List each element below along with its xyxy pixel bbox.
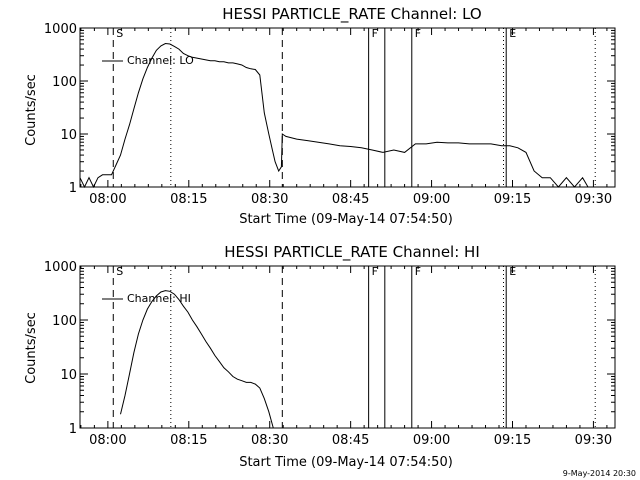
event-marker-label: F — [372, 27, 378, 40]
x-tick-label: 09:15 — [494, 433, 531, 448]
legend-label-lo: Channel: LO — [127, 54, 194, 67]
series-line — [79, 42, 589, 189]
event-marker-label: E — [509, 27, 516, 40]
x-tick-label: 09:15 — [494, 192, 531, 207]
x-tick-label: 09:30 — [575, 192, 612, 207]
x-tick-label: 08:00 — [89, 192, 126, 207]
x-tick-label: 08:15 — [170, 433, 207, 448]
plot-frame — [79, 27, 616, 188]
y-tick-label: 1000 — [44, 22, 77, 37]
x-axis-label-hi: Start Time (09-May-14 07:54:50) — [239, 455, 453, 470]
y-tick-label: 100 — [52, 75, 77, 90]
event-marker-label: S — [116, 265, 123, 278]
x-tick-label: 08:30 — [251, 433, 288, 448]
x-axis-label-lo: Start Time (09-May-14 07:54:50) — [239, 212, 453, 227]
x-tick-label: 08:15 — [170, 192, 207, 207]
event-marker-label: F — [372, 265, 378, 278]
y-tick-label: 1000 — [44, 260, 77, 275]
y-axis-label-lo: Counts/sec — [24, 74, 39, 146]
chart-title-lo: HESSI PARTICLE_RATE Channel: LO — [222, 5, 481, 24]
event-marker-label: E — [509, 265, 516, 278]
event-marker-label: F — [415, 265, 421, 278]
y-tick-label: 100 — [52, 314, 77, 329]
x-tick-label: 09:00 — [413, 433, 450, 448]
chart-title-hi: HESSI PARTICLE_RATE Channel: HI — [224, 243, 480, 262]
x-tick-label: 08:30 — [251, 192, 288, 207]
y-tick-label: 10 — [60, 128, 77, 143]
y-tick-label: 1 — [69, 422, 77, 437]
x-tick-label: 08:00 — [89, 433, 126, 448]
y-tick-label: 10 — [60, 368, 77, 383]
x-tick-label: 09:30 — [575, 433, 612, 448]
x-tick-label: 08:45 — [332, 192, 369, 207]
chart-panel-hi: HESSI PARTICLE_RATE Channel: HI Start Ti… — [24, 243, 616, 470]
series-line — [120, 290, 274, 429]
x-tick-label: 09:00 — [413, 192, 450, 207]
plot-frame — [79, 265, 616, 429]
date-stamp: 9-May-2014 20:30 — [563, 469, 636, 478]
y-axis-label-hi: Counts/sec — [24, 312, 39, 384]
event-marker-label: S — [116, 27, 123, 40]
x-tick-label: 08:45 — [332, 433, 369, 448]
event-marker-label: F — [415, 27, 421, 40]
chart-panel-lo: HESSI PARTICLE_RATE Channel: LO Start Ti… — [24, 5, 616, 227]
y-tick-label: 1 — [69, 181, 77, 196]
